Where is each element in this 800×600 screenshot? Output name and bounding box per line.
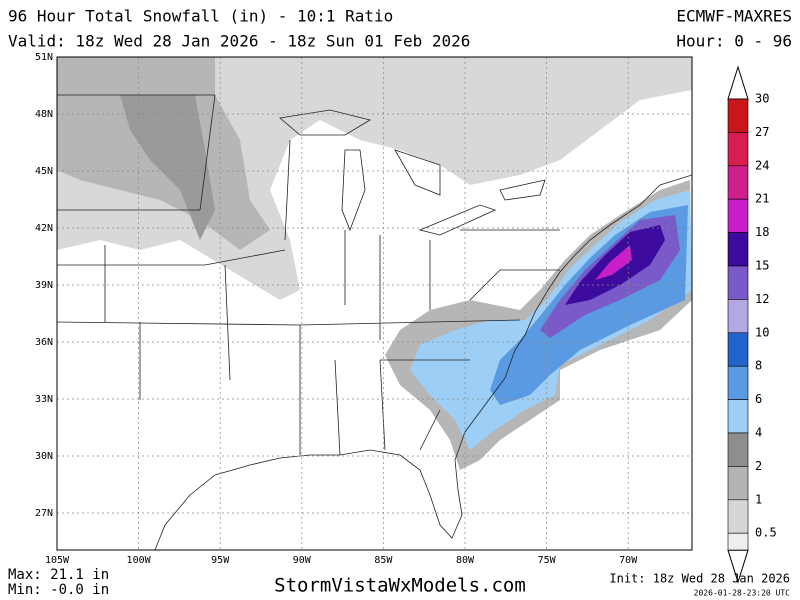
coastline xyxy=(154,174,692,550)
longitude-label: 100W xyxy=(127,555,152,566)
lake-ontario xyxy=(499,179,546,201)
legend-label: 15 xyxy=(755,259,769,273)
legend-swatch xyxy=(727,98,749,133)
longitude-label: 70W xyxy=(619,555,638,566)
longitude-label: 80W xyxy=(456,555,475,566)
legend-swatch xyxy=(727,432,749,467)
legend-swatch xyxy=(727,299,749,334)
legend-label: 18 xyxy=(755,225,769,239)
longitude-label: 95W xyxy=(211,555,230,566)
latitude-label: 45N xyxy=(35,166,53,177)
lake-superior xyxy=(279,109,372,136)
valid-time: Valid: 18z Wed 28 Jan 2026 - 18z Sun 01 … xyxy=(8,32,470,51)
lake-michigan xyxy=(341,149,366,232)
legend-label: 8 xyxy=(755,359,762,373)
latitude-label: 33N xyxy=(35,394,53,405)
lake-erie xyxy=(418,204,497,236)
latitude-label: 51N xyxy=(35,52,53,63)
latitude-label: 42N xyxy=(35,223,53,234)
min-value: Min: -0.0 in xyxy=(8,582,109,598)
latitude-label: 27N xyxy=(35,508,53,519)
forecast-hour: Hour: 0 - 96 xyxy=(676,32,792,51)
legend-swatch xyxy=(727,232,749,267)
map-frame xyxy=(56,56,693,551)
snow-heavier xyxy=(120,95,215,240)
legend-swatch xyxy=(727,265,749,300)
legend-swatch xyxy=(727,532,749,551)
init-time: Init: 18z Wed 28 Jan 2026 xyxy=(609,572,790,586)
title: 96 Hour Total Snowfall (in) - 10:1 Ratio xyxy=(8,7,393,26)
longitude-label: 85W xyxy=(374,555,393,566)
legend-swatch xyxy=(727,466,749,501)
legend-label: 24 xyxy=(755,158,769,172)
legend-label: 2 xyxy=(755,459,762,473)
legend-swatch xyxy=(727,198,749,233)
state-borders xyxy=(57,94,560,456)
legend-bottom-arrow xyxy=(727,549,749,584)
latitude-label: 39N xyxy=(35,280,53,291)
longitude-label: 75W xyxy=(538,555,557,566)
site-name: StormVistaWxModels.com xyxy=(274,575,526,597)
map-axes: 51N 48N 45N 42N 39N 36N 33N 30N 27N 105W 100W 95W 90… xyxy=(35,52,638,566)
legend-swatch xyxy=(727,399,749,434)
lake-huron xyxy=(394,149,441,196)
timestamp: 2026-01-28-23:20 UTC xyxy=(694,589,791,598)
map xyxy=(57,57,692,550)
legend-label: 27 xyxy=(755,125,769,139)
latitude-label: 48N xyxy=(35,109,53,120)
legend-label: 30 xyxy=(755,92,769,106)
graticule xyxy=(57,57,692,550)
longitude-label: 90W xyxy=(293,555,312,566)
legend-label: 4 xyxy=(755,426,762,440)
legend-label: 0.5 xyxy=(755,526,777,540)
latitude-label: 36N xyxy=(35,337,53,348)
legend-top-arrow xyxy=(727,65,749,100)
legend-label: 10 xyxy=(755,325,769,339)
max-value: Max: 21.1 in xyxy=(8,567,109,583)
legend-swatch xyxy=(727,365,749,400)
legend-label: 21 xyxy=(755,192,769,206)
legend-label: 1 xyxy=(755,492,762,506)
legend-swatch xyxy=(727,499,749,534)
legend-swatch xyxy=(727,165,749,200)
snow-coastal-magenta xyxy=(595,245,632,280)
legend-swatch xyxy=(727,332,749,367)
longitude-label: 105W xyxy=(45,555,70,566)
model-name: ECMWF-MAXRES xyxy=(676,7,792,26)
legend-swatch xyxy=(727,132,749,167)
legend-label: 6 xyxy=(755,392,762,406)
legend-label: 12 xyxy=(755,292,769,306)
latitude-label: 30N xyxy=(35,451,53,462)
